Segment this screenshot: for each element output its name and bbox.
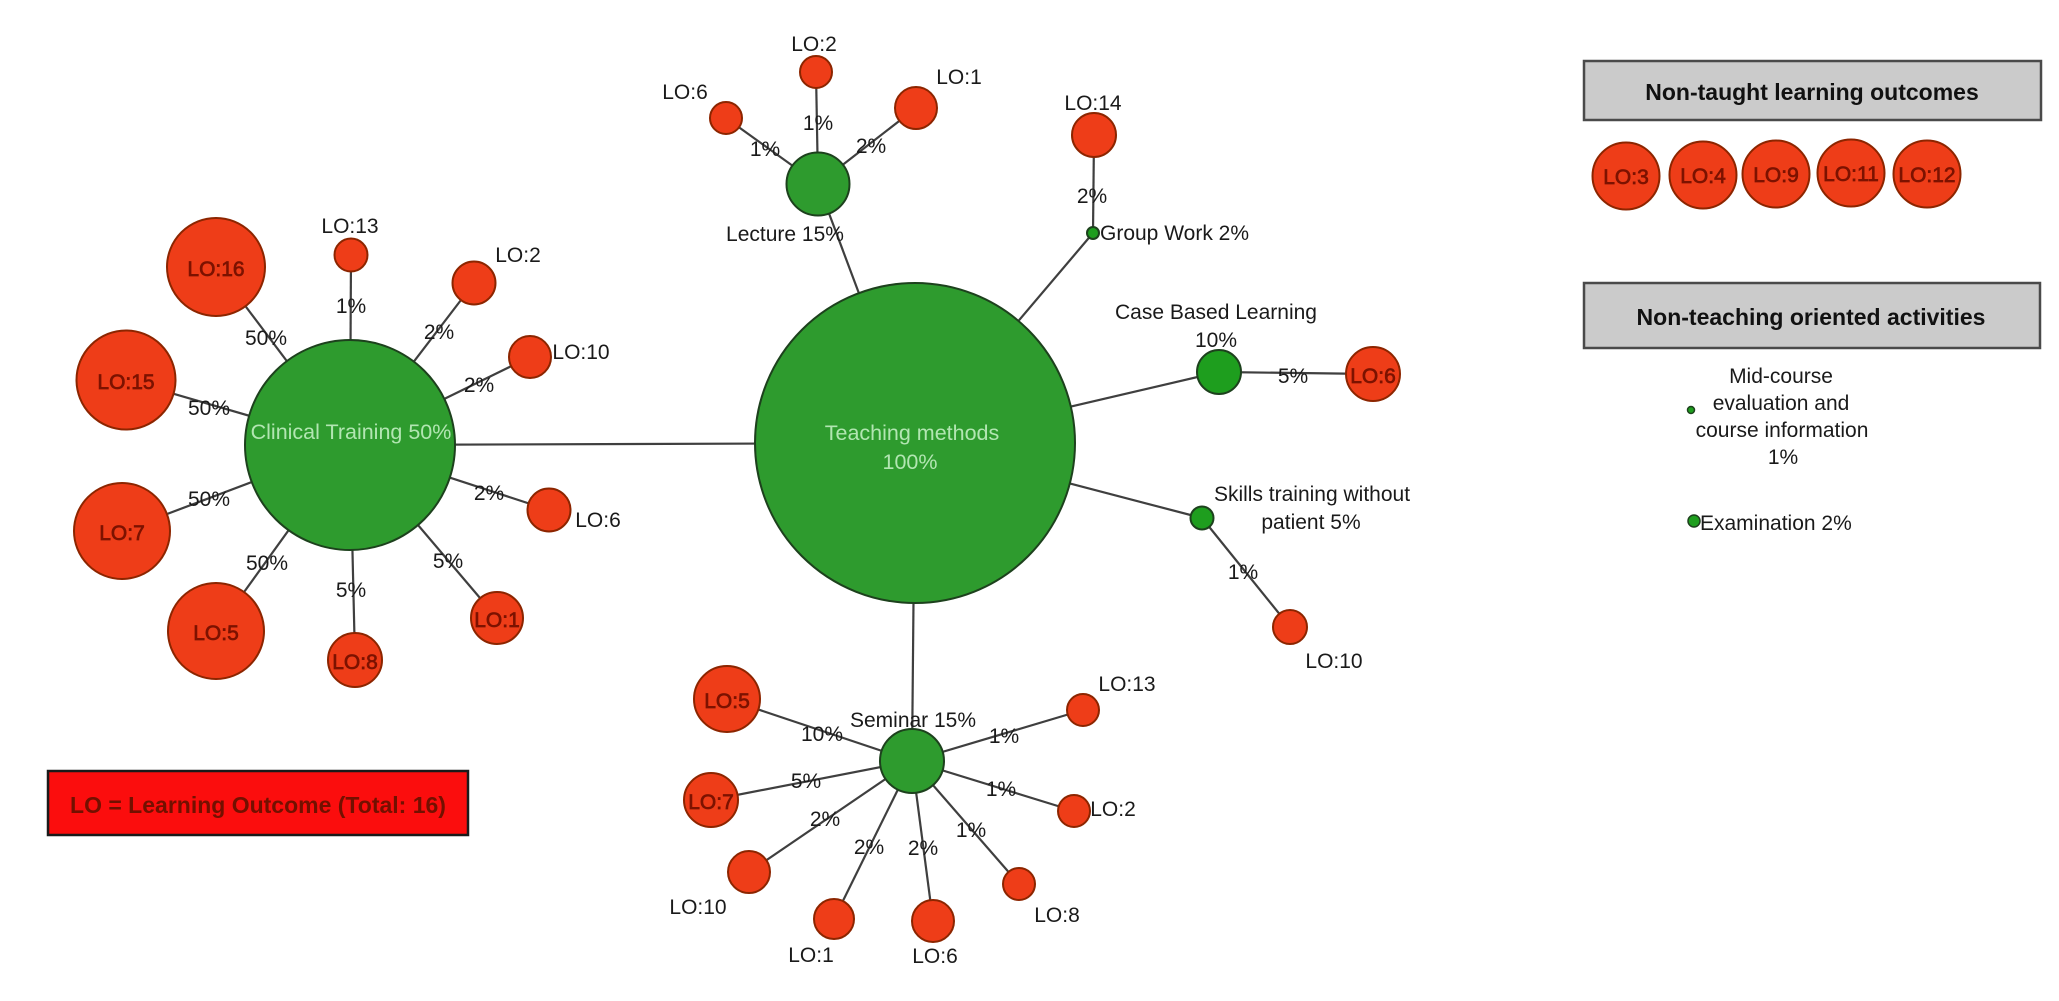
svg-text:LO:8: LO:8 (1034, 904, 1080, 927)
svg-text:Lecture 15%: Lecture 15% (726, 223, 844, 246)
svg-text:Non-teaching oriented activiti: Non-teaching oriented activities (1637, 304, 1986, 330)
svg-text:5%: 5% (1278, 365, 1308, 388)
svg-text:1%: 1% (750, 138, 780, 161)
svg-text:LO:10: LO:10 (552, 341, 609, 364)
svg-text:50%: 50% (245, 327, 287, 350)
svg-text:LO:14: LO:14 (1064, 92, 1122, 115)
svg-text:50%: 50% (188, 397, 230, 420)
svg-text:1%: 1% (803, 112, 833, 135)
svg-text:2%: 2% (474, 482, 504, 505)
svg-text:Case Based Learning: Case Based Learning (1115, 301, 1317, 324)
svg-text:LO:6: LO:6 (662, 81, 708, 104)
svg-text:LO:4: LO:4 (1680, 165, 1726, 188)
svg-text:LO:1: LO:1 (474, 609, 520, 632)
svg-text:100%: 100% (883, 450, 938, 474)
svg-text:2%: 2% (908, 837, 938, 860)
svg-text:Seminar 15%: Seminar 15% (850, 709, 976, 732)
svg-text:LO:11: LO:11 (1823, 163, 1879, 186)
svg-text:LO:10: LO:10 (669, 896, 726, 919)
svg-text:LO:3: LO:3 (1603, 166, 1649, 189)
svg-text:10%: 10% (801, 723, 843, 746)
svg-text:patient 5%: patient 5% (1261, 511, 1360, 534)
svg-text:LO:8: LO:8 (332, 651, 378, 674)
svg-text:LO:16: LO:16 (187, 258, 244, 281)
svg-text:Examination 2%: Examination 2% (1700, 512, 1852, 535)
svg-text:LO:10: LO:10 (1305, 650, 1362, 673)
svg-text:5%: 5% (791, 770, 821, 793)
svg-text:1%: 1% (1768, 446, 1798, 469)
svg-text:Group Work 2%: Group Work 2% (1100, 222, 1249, 245)
svg-text:50%: 50% (188, 488, 230, 511)
svg-text:Teaching methods: Teaching methods (825, 421, 1000, 445)
svg-text:LO:1: LO:1 (788, 944, 834, 967)
svg-text:LO:6: LO:6 (912, 945, 958, 968)
svg-text:LO:2: LO:2 (1090, 798, 1136, 821)
svg-text:LO:2: LO:2 (791, 33, 837, 56)
svg-text:LO:6: LO:6 (575, 509, 621, 532)
svg-text:1%: 1% (956, 819, 986, 842)
svg-text:1%: 1% (1228, 561, 1258, 584)
svg-text:10%: 10% (1195, 329, 1237, 352)
svg-text:LO:2: LO:2 (495, 244, 541, 267)
svg-text:2%: 2% (424, 321, 454, 344)
svg-text:LO:6: LO:6 (1350, 365, 1396, 388)
svg-text:LO:12: LO:12 (1898, 164, 1955, 187)
svg-text:2%: 2% (1077, 185, 1107, 208)
svg-text:LO = Learning Outcome (Total:: LO = Learning Outcome (Total: 16) (70, 792, 446, 818)
svg-text:50%: 50% (246, 552, 288, 575)
svg-text:LO:13: LO:13 (321, 215, 378, 238)
svg-text:Mid-course: Mid-course (1729, 365, 1833, 388)
svg-text:LO:5: LO:5 (704, 690, 750, 713)
svg-text:1%: 1% (989, 725, 1019, 748)
svg-text:5%: 5% (336, 579, 366, 602)
svg-text:LO:7: LO:7 (99, 522, 145, 545)
svg-text:Clinical Training 50%: Clinical Training 50% (251, 420, 452, 444)
svg-text:LO:13: LO:13 (1098, 673, 1155, 696)
svg-text:2%: 2% (856, 135, 886, 158)
svg-text:5%: 5% (433, 550, 463, 573)
svg-text:LO:15: LO:15 (97, 371, 154, 394)
svg-text:LO:9: LO:9 (1753, 164, 1799, 187)
svg-text:LO:1: LO:1 (936, 66, 982, 89)
svg-text:Non-taught learning outcomes: Non-taught learning outcomes (1645, 79, 1979, 105)
svg-text:evaluation and: evaluation and (1713, 392, 1850, 415)
svg-text:LO:5: LO:5 (193, 622, 239, 645)
svg-text:course information: course information (1696, 419, 1869, 442)
svg-text:1%: 1% (336, 295, 366, 318)
svg-text:2%: 2% (854, 836, 884, 859)
svg-text:Skills training without: Skills training without (1214, 483, 1410, 506)
svg-text:2%: 2% (464, 374, 494, 397)
svg-text:1%: 1% (986, 778, 1016, 801)
svg-text:LO:7: LO:7 (688, 791, 734, 814)
svg-text:2%: 2% (810, 808, 840, 831)
